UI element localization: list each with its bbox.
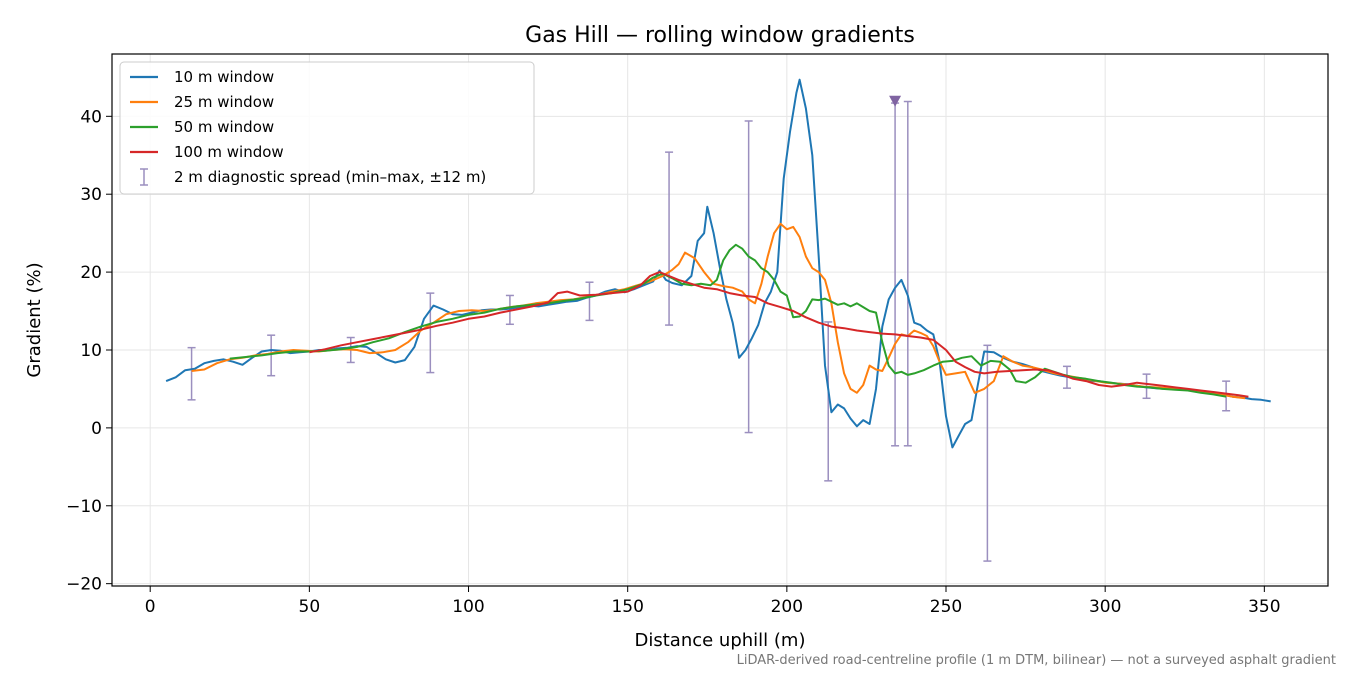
y-tick-label: 40 — [80, 107, 102, 127]
y-tick-label: 10 — [80, 341, 102, 361]
y-tick-label: 0 — [91, 419, 102, 439]
legend-box — [119, 61, 535, 195]
error-bar — [426, 292, 435, 374]
legend-items: 10 m window 25 m window 50 m window 100 m w… — [130, 68, 486, 186]
y-tick-label: −10 — [66, 497, 102, 517]
series-layer — [165, 78, 1271, 449]
error-bar — [903, 100, 912, 447]
marker-layer — [889, 95, 902, 107]
x-tick-label: 0 — [145, 597, 156, 617]
legend-label: 10 m window — [174, 68, 274, 86]
legend-item: 2 m diagnostic spread (min–max, ±12 m) — [140, 168, 486, 186]
x-tick-label: 50 — [299, 597, 321, 617]
series-line-1 — [165, 78, 1271, 449]
y-axis-label: Gradient (%) — [24, 262, 45, 377]
legend-item: 50 m window — [130, 118, 274, 136]
x-tick-label: 100 — [452, 597, 484, 617]
legend-item: 25 m window — [130, 93, 274, 111]
x-tick-label: 200 — [771, 597, 803, 617]
error-bar — [267, 334, 276, 377]
chart-title: Gas Hill — rolling window gradients — [525, 23, 915, 48]
x-tick-label: 150 — [611, 597, 643, 617]
tick-layer: 0 50 100 150 200 250 300 350 −20 −10 0 10 20 30 40 — [66, 107, 1280, 617]
error-bar — [891, 102, 900, 447]
error-bar — [744, 120, 753, 434]
x-tick-label: 300 — [1089, 597, 1121, 617]
y-tick-label: −20 — [66, 575, 102, 595]
series-line-2 — [191, 222, 1246, 400]
error-bar — [187, 346, 196, 401]
legend: 10 m window 25 m window 50 m window 100 m w… — [119, 61, 535, 195]
legend-label: 2 m diagnostic spread (min–max, ±12 m) — [174, 168, 486, 186]
legend-label: 100 m window — [174, 143, 284, 161]
series-line-4 — [309, 271, 1249, 398]
error-bar-layer — [187, 100, 1231, 562]
legend-item: 10 m window — [130, 68, 274, 86]
legend-label: 25 m window — [174, 93, 274, 111]
x-axis-label: Distance uphill (m) — [635, 630, 806, 651]
y-tick-label: 30 — [80, 185, 102, 205]
legend-label: 50 m window — [174, 118, 274, 136]
error-bar — [983, 344, 992, 562]
error-bar — [585, 281, 594, 322]
x-tick-label: 350 — [1248, 597, 1280, 617]
series-line-3 — [229, 243, 1227, 398]
legend-item: 100 m window — [130, 143, 284, 161]
y-tick-label: 20 — [80, 263, 102, 283]
error-bar — [824, 321, 833, 482]
x-tick-label: 250 — [930, 597, 962, 617]
triangle-marker — [889, 95, 902, 107]
plot-frame — [111, 53, 1329, 587]
footnote: LiDAR-derived road-centreline profile (1… — [737, 653, 1336, 668]
error-bar — [665, 151, 674, 326]
